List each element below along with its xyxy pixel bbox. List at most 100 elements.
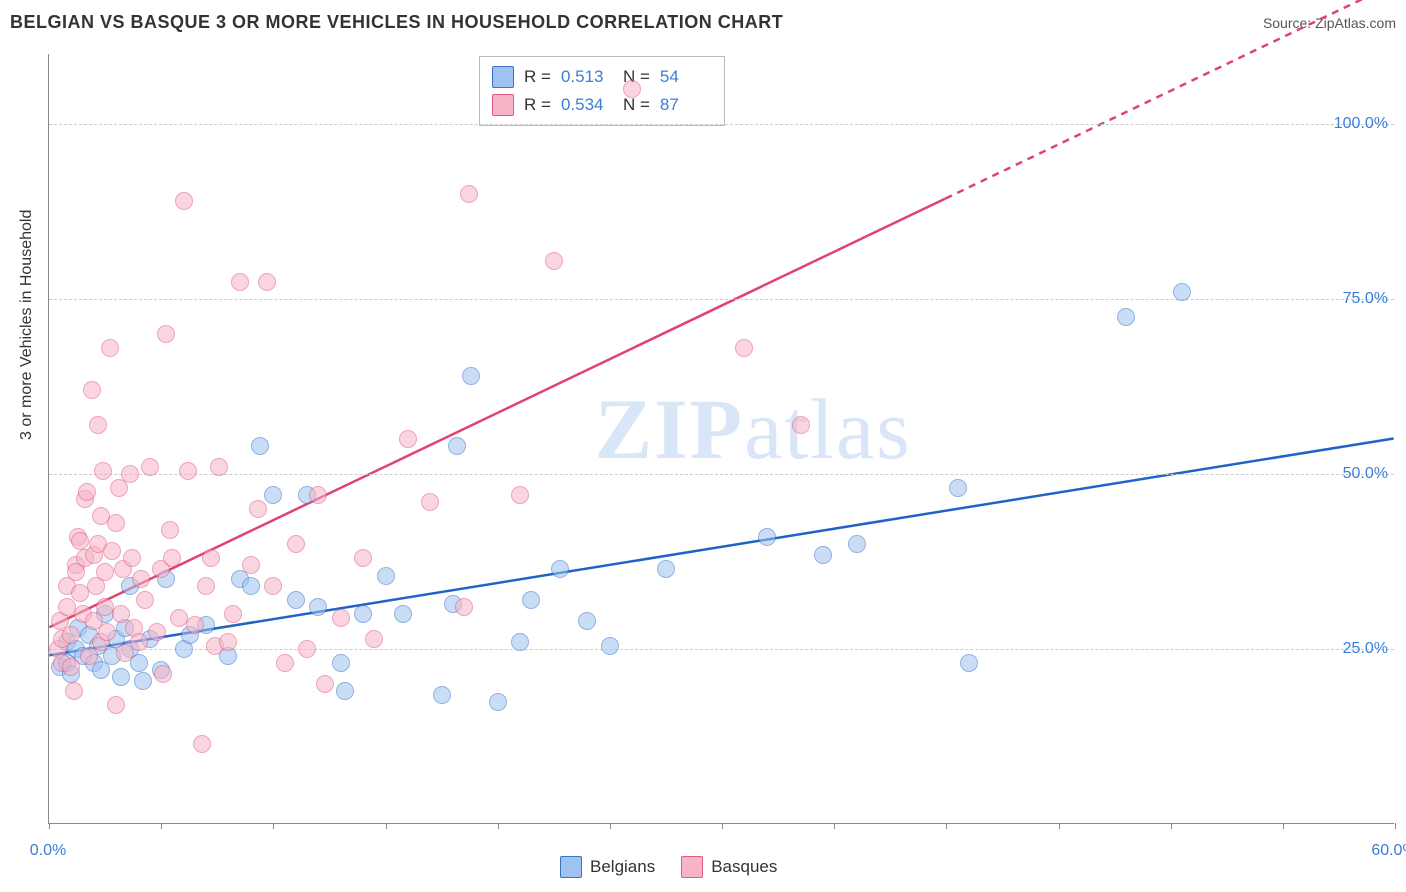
stat-box: R = 0.513 N = 54 R = 0.534 N = 87 xyxy=(479,56,725,126)
gridline xyxy=(49,299,1394,300)
x-tick-label: 0.0% xyxy=(30,842,66,860)
data-point xyxy=(332,609,350,627)
data-point xyxy=(336,682,354,700)
data-point xyxy=(1173,283,1191,301)
plot-area: ZIPatlas R = 0.513 N = 54 R = 0.534 N = … xyxy=(48,54,1394,824)
data-point xyxy=(103,542,121,560)
data-point xyxy=(399,430,417,448)
data-point xyxy=(332,654,350,672)
data-point xyxy=(354,549,372,567)
y-axis-title: 3 or more Vehicles in Household xyxy=(18,210,36,440)
data-point xyxy=(960,654,978,672)
data-point xyxy=(121,465,139,483)
data-point xyxy=(735,339,753,357)
x-tick xyxy=(386,823,387,829)
legend-item-basques: Basques xyxy=(681,856,777,878)
data-point xyxy=(251,437,269,455)
data-point xyxy=(231,273,249,291)
swatch-belgians-icon xyxy=(560,856,582,878)
data-point xyxy=(394,605,412,623)
swatch-belgians-icon xyxy=(492,66,514,88)
data-point xyxy=(242,556,260,574)
data-point xyxy=(224,605,242,623)
y-tick-label: 50.0% xyxy=(1343,465,1388,483)
data-point xyxy=(123,549,141,567)
x-tick xyxy=(49,823,50,829)
swatch-basques-icon xyxy=(681,856,703,878)
x-tick xyxy=(834,823,835,829)
data-point xyxy=(157,325,175,343)
chart-title: BELGIAN VS BASQUE 3 OR MORE VEHICLES IN … xyxy=(10,12,783,33)
data-point xyxy=(298,640,316,658)
data-point xyxy=(377,567,395,585)
data-point xyxy=(365,630,383,648)
data-point xyxy=(96,563,114,581)
data-point xyxy=(316,675,334,693)
y-tick-label: 100.0% xyxy=(1334,115,1388,133)
stat-row-belgians: R = 0.513 N = 54 xyxy=(492,63,712,91)
gridline xyxy=(49,124,1394,125)
watermark: ZIPatlas xyxy=(595,379,912,479)
data-point xyxy=(421,493,439,511)
data-point xyxy=(98,623,116,641)
data-point xyxy=(193,735,211,753)
legend-item-belgians: Belgians xyxy=(560,856,655,878)
x-tick xyxy=(610,823,611,829)
data-point xyxy=(175,192,193,210)
x-tick xyxy=(946,823,947,829)
x-tick xyxy=(722,823,723,829)
data-point xyxy=(848,535,866,553)
data-point xyxy=(433,686,451,704)
data-point xyxy=(249,500,267,518)
data-point xyxy=(545,252,563,270)
data-point xyxy=(107,514,125,532)
data-point xyxy=(601,637,619,655)
data-point xyxy=(94,462,112,480)
trend-lines xyxy=(49,54,1394,823)
data-point xyxy=(460,185,478,203)
data-point xyxy=(309,598,327,616)
gridline xyxy=(49,474,1394,475)
source-label: Source: ZipAtlas.com xyxy=(1263,15,1396,31)
data-point xyxy=(448,437,466,455)
data-point xyxy=(179,462,197,480)
data-point xyxy=(287,535,305,553)
data-point xyxy=(264,486,282,504)
data-point xyxy=(210,458,228,476)
data-point xyxy=(623,80,641,98)
data-point xyxy=(258,273,276,291)
stat-row-basques: R = 0.534 N = 87 xyxy=(492,91,712,119)
data-point xyxy=(107,696,125,714)
data-point xyxy=(276,654,294,672)
data-point xyxy=(758,528,776,546)
x-tick xyxy=(1283,823,1284,829)
data-point xyxy=(65,682,83,700)
swatch-basques-icon xyxy=(492,94,514,116)
data-point xyxy=(112,605,130,623)
data-point xyxy=(949,479,967,497)
data-point xyxy=(134,672,152,690)
data-point xyxy=(551,560,569,578)
data-point xyxy=(130,633,148,651)
data-point xyxy=(132,570,150,588)
data-point xyxy=(309,486,327,504)
data-point xyxy=(136,591,154,609)
legend: Belgians Basques xyxy=(560,856,777,878)
data-point xyxy=(89,416,107,434)
data-point xyxy=(161,521,179,539)
y-tick-label: 25.0% xyxy=(1343,640,1388,658)
data-point xyxy=(202,549,220,567)
data-point xyxy=(354,605,372,623)
x-tick xyxy=(1059,823,1060,829)
data-point xyxy=(154,665,172,683)
data-point xyxy=(101,339,119,357)
data-point xyxy=(264,577,282,595)
data-point xyxy=(511,633,529,651)
data-point xyxy=(1117,308,1135,326)
x-tick-label: 60.0% xyxy=(1371,842,1406,860)
data-point xyxy=(148,623,166,641)
data-point xyxy=(62,658,80,676)
data-point xyxy=(197,577,215,595)
data-point xyxy=(578,612,596,630)
y-tick-label: 75.0% xyxy=(1343,290,1388,308)
